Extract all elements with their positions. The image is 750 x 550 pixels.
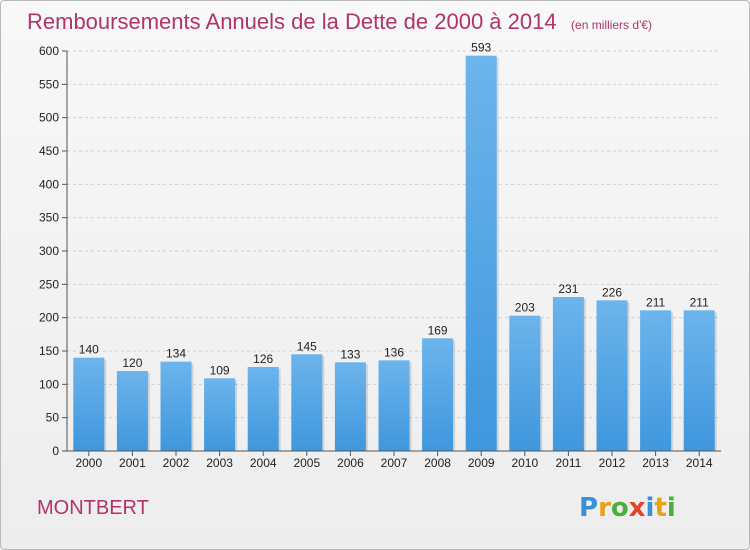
y-tick-label: 450: [39, 144, 59, 158]
bar-value-label: 134: [166, 347, 186, 361]
bar-value-label: 109: [210, 363, 230, 377]
bar: [378, 360, 410, 451]
x-tick-label: 2002: [163, 456, 190, 470]
y-tick-label: 600: [39, 44, 59, 58]
chart-title: Remboursements Annuels de la Dette de 20…: [27, 9, 652, 35]
bar: [116, 371, 148, 451]
bar-value-label: 126: [253, 352, 273, 366]
x-tick-label: 2010: [511, 456, 538, 470]
x-tick-label: 2000: [75, 456, 102, 470]
bar-value-label: 140: [79, 343, 99, 357]
logo-letter: i: [666, 493, 676, 523]
bars: 140 120 134 109 126 145 133 136 169 593 203 231 226 2…: [73, 41, 717, 452]
y-tick-label: 0: [52, 444, 59, 458]
bar-value-label: 145: [297, 339, 317, 353]
bar: [640, 310, 672, 451]
logo-letter: t: [654, 493, 667, 523]
bar-value-label: 593: [471, 41, 491, 55]
x-tick-label: 2013: [642, 456, 669, 470]
chart-title-main: Remboursements Annuels de la Dette de 20…: [27, 9, 557, 34]
y-tick-label: 300: [39, 244, 59, 258]
bar: [334, 362, 366, 451]
bar: [596, 300, 628, 451]
bar: [509, 315, 541, 451]
commune-name: MONTBERT: [37, 497, 149, 519]
logo-letter: P: [579, 493, 599, 523]
x-tick-label: 2005: [293, 456, 320, 470]
bar: [683, 310, 715, 451]
bar-value-label: 120: [122, 356, 142, 370]
bar-value-label: 136: [384, 345, 404, 359]
bar-value-label: 226: [602, 285, 622, 299]
bar: [422, 338, 454, 451]
y-tick-label: 200: [39, 311, 59, 325]
bar-value-label: 231: [558, 282, 578, 296]
bar: [160, 361, 192, 451]
y-tick-label: 250: [39, 277, 59, 291]
x-tick-label: 2012: [599, 456, 626, 470]
logo-letter: i: [645, 493, 655, 523]
x-tick-label: 2011: [555, 456, 581, 470]
x-tick-label: 2004: [250, 456, 277, 470]
bar-value-label: 203: [515, 301, 535, 315]
x-tick-label: 2001: [119, 456, 146, 470]
x-axis: 2000 2001 2002 2003 2004 2005 2006 2007 2008 2009…: [67, 450, 721, 470]
bar: [552, 297, 584, 451]
y-tick-label: 400: [39, 177, 59, 191]
bar-value-label: 211: [646, 295, 665, 309]
x-tick-label: 2003: [206, 456, 233, 470]
bar-value-label: 169: [428, 323, 448, 337]
bar: [73, 357, 105, 451]
x-tick-label: 2008: [424, 456, 451, 470]
x-tick-label: 2014: [686, 456, 713, 470]
y-tick-label: 100: [39, 377, 59, 391]
y-tick-label: 350: [39, 211, 59, 225]
y-tick-label: 500: [39, 111, 59, 125]
logo-letter: o: [610, 493, 629, 523]
bar-value-label: 133: [340, 347, 360, 361]
y-axis: 0 50 100 150 200 250 300 350 400 450 500 550 600: [39, 44, 68, 458]
logo-letter: x: [628, 493, 646, 523]
bar-value-label: 211: [690, 295, 709, 309]
y-tick-label: 50: [46, 411, 60, 425]
logo-letter: r: [598, 493, 611, 523]
bar: [204, 378, 236, 451]
x-tick-label: 2009: [468, 456, 495, 470]
proxiti-logo[interactable]: Proxiti: [579, 493, 676, 523]
x-tick-label: 2006: [337, 456, 364, 470]
bar: [291, 354, 323, 451]
y-tick-label: 150: [39, 344, 59, 358]
bar: [247, 367, 279, 451]
y-tick-label: 550: [39, 77, 59, 91]
chart-title-unit: (en milliers d'€): [571, 18, 653, 32]
x-tick-label: 2007: [381, 456, 408, 470]
bar: [465, 55, 497, 452]
